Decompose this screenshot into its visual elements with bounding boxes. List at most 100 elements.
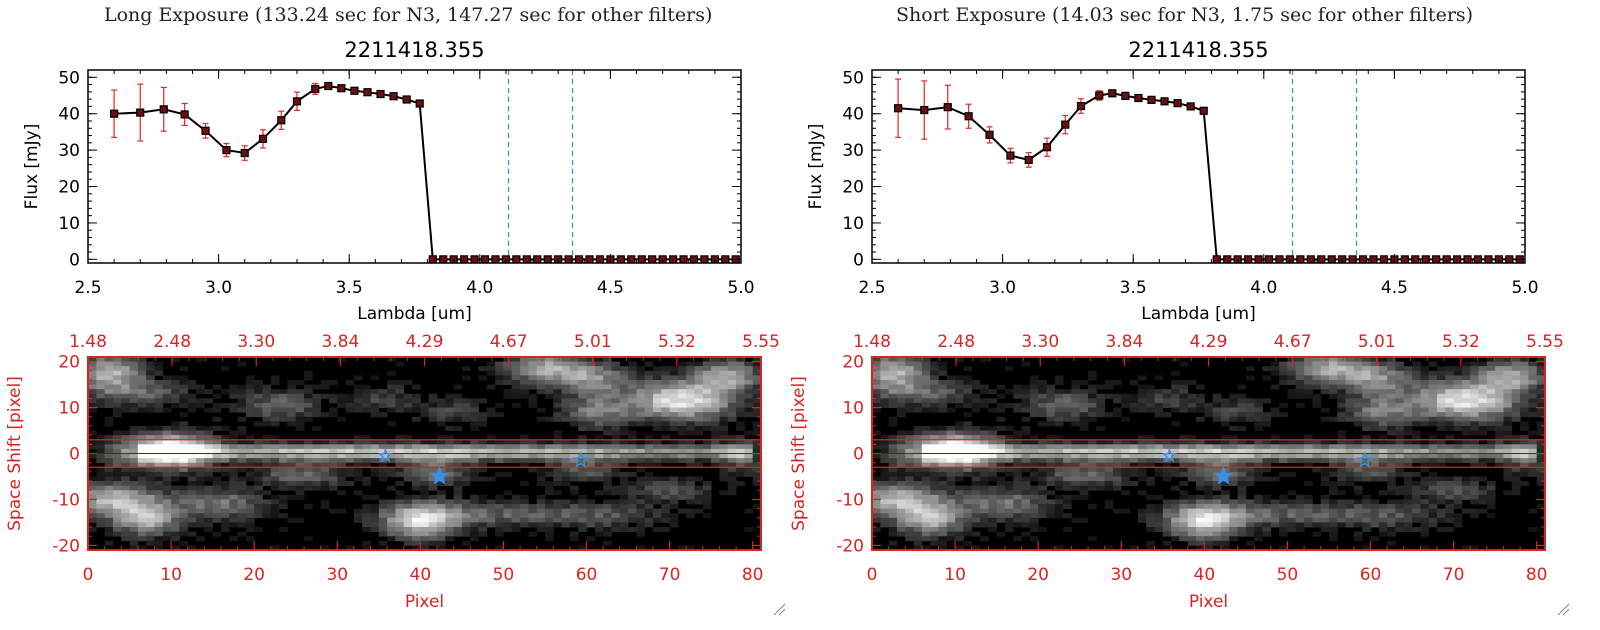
image-pixel	[229, 471, 238, 477]
image-pixel	[353, 476, 363, 482]
image-pixel	[1112, 379, 1122, 385]
image-pixel	[586, 370, 596, 376]
image-pixel	[1486, 370, 1496, 376]
image-pixel	[1121, 481, 1130, 487]
image-pixel	[1004, 481, 1014, 487]
image-pixel	[561, 370, 571, 376]
image-pixel	[412, 527, 421, 533]
data-point	[637, 255, 646, 264]
image-pixel	[1395, 412, 1405, 418]
image-pixel	[1395, 416, 1405, 422]
image-pixel	[420, 467, 430, 473]
image-pixel	[470, 444, 479, 450]
image-pixel	[204, 444, 214, 450]
image-pixel	[237, 513, 247, 519]
image-pixel	[594, 522, 604, 528]
image-pixel	[412, 536, 421, 542]
image-pixel	[1403, 412, 1413, 418]
image-pixel	[520, 462, 529, 468]
image-pixel	[137, 407, 147, 413]
image-pixel	[112, 361, 122, 367]
image-pixel	[913, 504, 923, 510]
image-pixel	[913, 490, 923, 496]
y-axis-label: Flux [mJy]	[22, 124, 42, 210]
image-pixel	[478, 504, 488, 510]
data-point	[1463, 255, 1472, 264]
image-pixel	[1353, 513, 1363, 519]
image-pixel	[1495, 379, 1504, 385]
image-pixel	[121, 494, 130, 500]
image-pixel	[137, 522, 147, 528]
image-pixel	[88, 379, 97, 385]
data-point	[564, 255, 573, 264]
image-pixel	[146, 398, 155, 404]
image-pixel	[1395, 462, 1405, 468]
image-pixel	[752, 425, 762, 431]
image-pixel	[436, 439, 446, 445]
image-pixel	[387, 504, 396, 510]
image-pixel	[1038, 448, 1047, 454]
image-pixel	[702, 421, 712, 427]
image-pixel	[980, 490, 989, 496]
image-pixel	[154, 398, 164, 404]
image-pixel	[661, 435, 671, 441]
image-pixel	[1029, 517, 1039, 523]
image-pixel	[1328, 370, 1338, 376]
image-pixel	[1436, 421, 1446, 427]
image-pixel	[988, 407, 998, 413]
image-pixel	[320, 467, 330, 473]
image-pixel	[328, 481, 338, 487]
image-pixel	[1337, 407, 1346, 413]
image-pixel	[938, 402, 948, 408]
image-pixel	[1362, 499, 1371, 505]
image-pixel	[146, 361, 155, 367]
image-pixel	[1370, 513, 1380, 519]
image-pixel	[312, 444, 322, 450]
image-pixel	[1436, 508, 1446, 514]
image-pixel	[1387, 407, 1396, 413]
image-pixel	[905, 435, 914, 441]
image-pixel	[1453, 444, 1463, 450]
image-pixel	[736, 384, 745, 390]
image-pixel	[628, 453, 637, 459]
image-pixel	[1270, 384, 1280, 390]
image-pixel	[1196, 485, 1205, 491]
image-pixel	[1320, 357, 1330, 362]
image-pixel	[1220, 504, 1230, 510]
image-pixel	[486, 439, 496, 445]
image-pixel	[1320, 458, 1330, 464]
image-pixel	[1328, 513, 1338, 519]
image-pixel	[137, 402, 147, 408]
image-pixel	[337, 416, 346, 422]
image-pixel	[1121, 439, 1130, 445]
image-pixel	[888, 366, 898, 372]
image-pixel	[262, 481, 272, 487]
image-pixel	[237, 504, 247, 510]
image-pixel	[669, 407, 679, 413]
image-pixel	[1395, 458, 1405, 464]
y-tick-label: 40	[842, 105, 864, 125]
image-pixel	[553, 361, 562, 367]
image-pixel	[578, 425, 587, 431]
image-pixel	[520, 384, 529, 390]
image-pixel	[378, 517, 388, 523]
image-pixel	[686, 402, 695, 408]
image-pixel	[96, 357, 106, 362]
image-pixel	[1021, 393, 1031, 399]
image-pixel	[719, 453, 729, 459]
image-pixel	[1536, 430, 1546, 436]
image-pixel	[428, 398, 438, 404]
image-pixel	[1237, 494, 1247, 500]
image-pixel	[1312, 384, 1322, 390]
image-pixel	[1038, 471, 1047, 477]
image-pixel	[1370, 471, 1380, 477]
image-pixel	[1520, 435, 1529, 441]
image-pixel	[1287, 370, 1297, 376]
image-pixel	[1121, 453, 1130, 459]
image-pixel	[162, 531, 172, 537]
image-pixel	[736, 379, 745, 385]
image-pixel	[1254, 467, 1263, 473]
image-pixel	[420, 476, 430, 482]
image-pixel	[1046, 398, 1056, 404]
image-pixel	[686, 453, 695, 459]
